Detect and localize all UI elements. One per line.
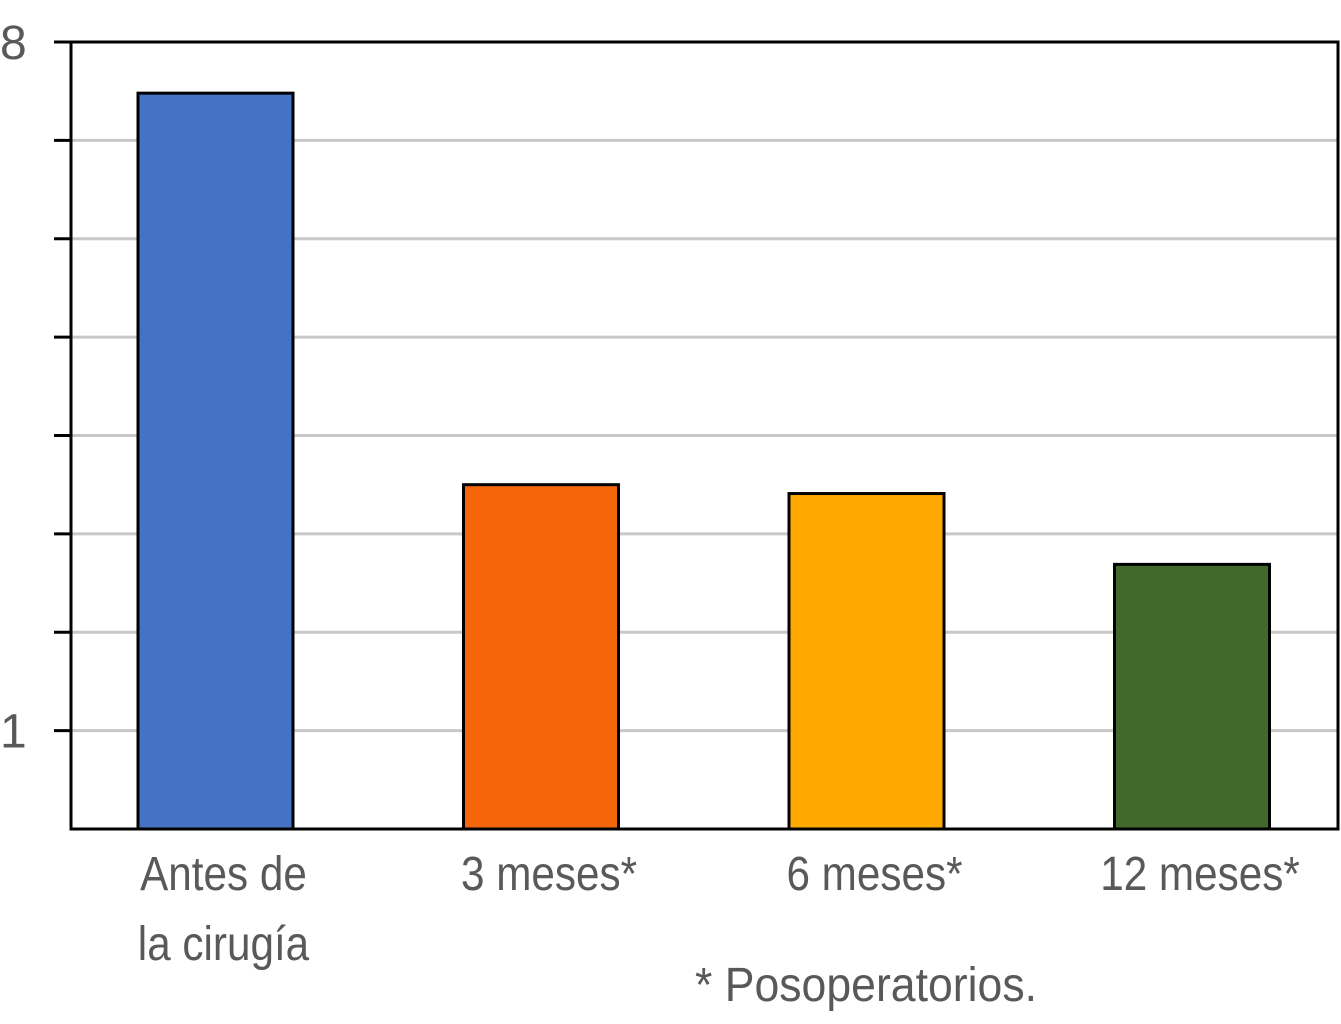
bar (1113, 562, 1271, 831)
x-tick-label: 6 meses* (786, 846, 962, 900)
bar (462, 483, 620, 831)
x-tick-label: Antes de (140, 846, 307, 900)
x-tick-label: la cirugía (138, 916, 310, 970)
axes (54, 40, 1340, 831)
bar (136, 91, 295, 831)
labels: 1 8 Antes de la cirugía 3 meses* 6 meses* 12 m… (0, 17, 1300, 971)
bars (136, 91, 1271, 831)
x-tick-label: 3 meses* (461, 846, 637, 900)
bar (787, 492, 946, 831)
y-tick-label: 1 (0, 706, 27, 759)
plot-frame (69, 40, 1340, 831)
y-tick-label: 8 (0, 17, 27, 70)
footnote: * Posoperatorios. (695, 959, 1037, 1012)
x-tick-label: 12 meses* (1100, 846, 1300, 900)
